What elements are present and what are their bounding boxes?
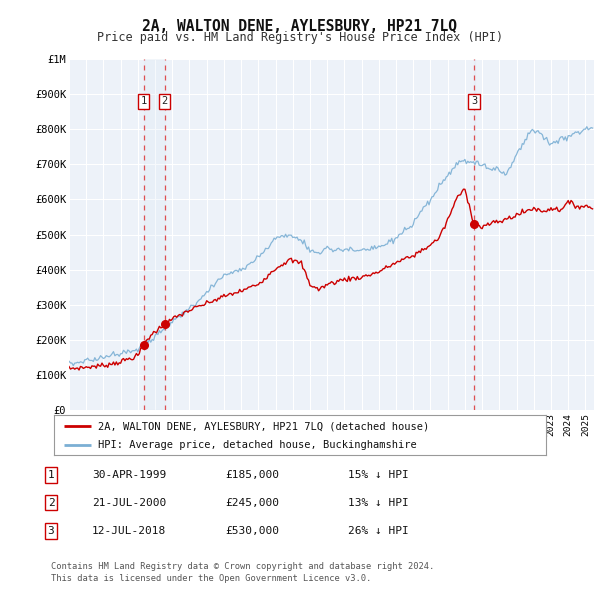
- Text: 2A, WALTON DENE, AYLESBURY, HP21 7LQ: 2A, WALTON DENE, AYLESBURY, HP21 7LQ: [143, 19, 458, 34]
- Text: Contains HM Land Registry data © Crown copyright and database right 2024.
This d: Contains HM Land Registry data © Crown c…: [51, 562, 434, 583]
- Bar: [143, 59, 164, 410]
- Text: 12-JUL-2018: 12-JUL-2018: [92, 526, 166, 536]
- Text: 26% ↓ HPI: 26% ↓ HPI: [347, 526, 409, 536]
- Text: 1: 1: [140, 96, 146, 106]
- Text: 21-JUL-2000: 21-JUL-2000: [92, 498, 166, 507]
- Text: 2A, WALTON DENE, AYLESBURY, HP21 7LQ (detached house): 2A, WALTON DENE, AYLESBURY, HP21 7LQ (de…: [98, 421, 430, 431]
- Text: 15% ↓ HPI: 15% ↓ HPI: [347, 470, 409, 480]
- Text: 30-APR-1999: 30-APR-1999: [92, 470, 166, 480]
- Text: £245,000: £245,000: [225, 498, 279, 507]
- Text: HPI: Average price, detached house, Buckinghamshire: HPI: Average price, detached house, Buck…: [98, 440, 417, 450]
- Text: £185,000: £185,000: [225, 470, 279, 480]
- Text: 2: 2: [161, 96, 167, 106]
- Text: Price paid vs. HM Land Registry's House Price Index (HPI): Price paid vs. HM Land Registry's House …: [97, 31, 503, 44]
- Text: 2: 2: [47, 498, 55, 507]
- Text: 3: 3: [471, 96, 477, 106]
- Bar: [474, 59, 475, 410]
- Text: 3: 3: [47, 526, 55, 536]
- Text: 13% ↓ HPI: 13% ↓ HPI: [347, 498, 409, 507]
- Text: £530,000: £530,000: [225, 526, 279, 536]
- Text: 1: 1: [47, 470, 55, 480]
